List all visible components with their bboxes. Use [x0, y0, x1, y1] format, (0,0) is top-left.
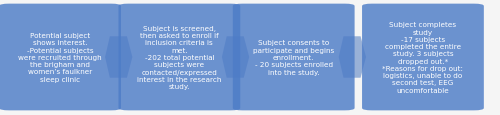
Polygon shape [338, 37, 366, 78]
Text: Subject is screened,
then asked to enroll if
inclusion criteria is
met.
-202 tot: Subject is screened, then asked to enrol… [137, 26, 222, 89]
Polygon shape [105, 37, 132, 78]
Polygon shape [222, 37, 249, 78]
FancyBboxPatch shape [233, 5, 354, 110]
Text: Potential subject
shows interest.
-Potential subjects
were recruited through
the: Potential subject shows interest. -Poten… [18, 33, 102, 82]
FancyBboxPatch shape [0, 5, 121, 110]
FancyBboxPatch shape [118, 5, 240, 110]
Text: Subject completes
study
-17 subjects
completed the entire
study. 3 subjects
drop: Subject completes study -17 subjects com… [382, 22, 464, 93]
FancyBboxPatch shape [362, 5, 484, 110]
Text: Subject consents to
participate and begins
enrollment.
- 20 subjects enrolled
in: Subject consents to participate and begi… [253, 40, 334, 75]
